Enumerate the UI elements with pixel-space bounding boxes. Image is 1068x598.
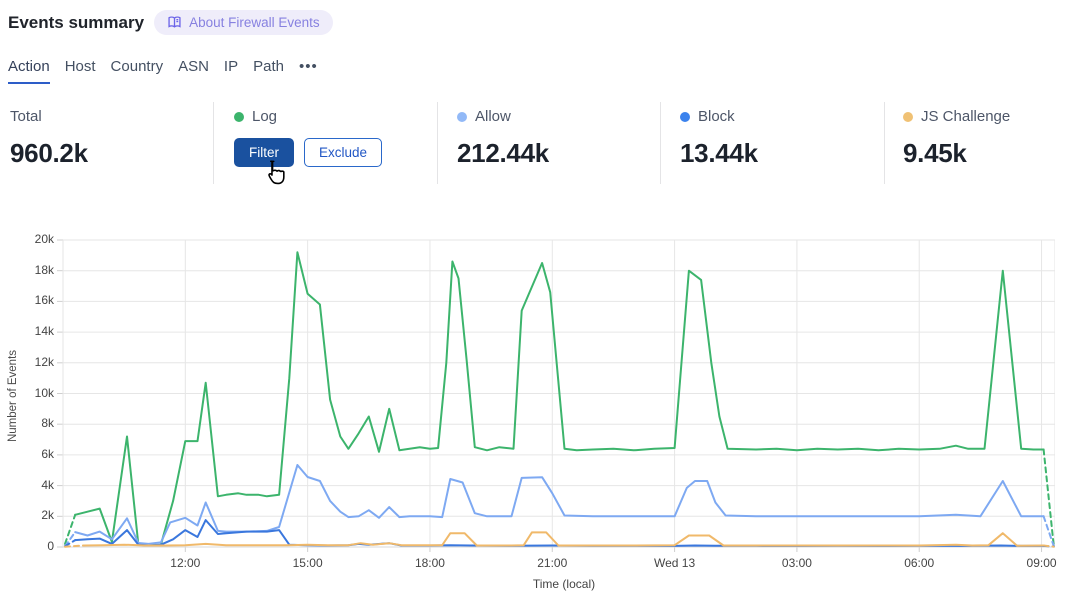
allow-label: Allow — [475, 108, 511, 125]
tab-path[interactable]: Path — [253, 58, 284, 75]
stat-card-js-challenge: JS Challenge 9.45k — [903, 108, 1010, 169]
total-label: Total — [10, 108, 42, 125]
y-tick-label: 18k — [34, 262, 54, 277]
x-tick-label: 09:00 — [1026, 556, 1057, 570]
y-tick-label: 10k — [34, 385, 54, 400]
log-dot — [234, 111, 244, 122]
y-tick-label: 16k — [34, 293, 54, 308]
allow-dot — [457, 111, 467, 122]
tab-asn[interactable]: ASN — [178, 58, 209, 75]
divider — [884, 102, 885, 184]
y-tick-label: 12k — [34, 354, 54, 369]
tabs-more-button[interactable]: ••• — [298, 58, 318, 75]
tab-action[interactable]: Action — [8, 58, 50, 84]
exclude-button[interactable]: Exclude — [304, 138, 383, 167]
tab-host[interactable]: Host — [64, 58, 96, 75]
x-tick-label: 15:00 — [292, 556, 323, 570]
y-tick-label: 0 — [47, 539, 54, 553]
header: Events summary About Firewall Events — [8, 10, 333, 35]
block-dot — [680, 111, 690, 122]
stat-card-total: Total 960.2k — [10, 108, 88, 169]
total-value: 960.2k — [10, 138, 88, 168]
divider — [660, 102, 661, 184]
about-firewall-events-badge[interactable]: About Firewall Events — [154, 10, 333, 35]
tab-ip[interactable]: IP — [223, 58, 239, 75]
x-tick-label: Wed 13 — [654, 556, 696, 570]
y-tick-label: 4k — [41, 477, 54, 492]
divider — [437, 102, 438, 184]
stats-row: Total 960.2k Log Filter Exclude Allow 21… — [0, 100, 1068, 186]
allow-value: 212.44k — [457, 138, 549, 168]
tab-country[interactable]: Country — [110, 58, 164, 75]
stat-card-block: Block 13.44k — [680, 108, 758, 169]
stat-card-log: Log Filter Exclude — [234, 108, 383, 167]
x-tick-label: 21:00 — [537, 556, 568, 570]
stat-card-allow: Allow 212.44k — [457, 108, 549, 169]
x-tick-label: 06:00 — [904, 556, 935, 570]
block-value: 13.44k — [680, 138, 758, 168]
js-challenge-dot — [903, 111, 913, 122]
filter-button[interactable]: Filter — [234, 138, 294, 167]
tab-bar: Action Host Country ASN IP Path ••• — [8, 58, 318, 84]
about-badge-label: About Firewall Events — [189, 15, 320, 30]
divider — [213, 102, 214, 184]
y-tick-label: 8k — [41, 416, 54, 431]
y-tick-label: 20k — [34, 232, 54, 246]
y-tick-label: 2k — [41, 508, 54, 523]
y-tick-label: 14k — [34, 324, 54, 339]
x-tick-label: 18:00 — [414, 556, 445, 570]
y-tick-label: 6k — [41, 446, 54, 461]
events-line-chart — [57, 239, 1055, 552]
x-axis-title: Time (local) — [532, 577, 596, 591]
js-challenge-label: JS Challenge — [921, 108, 1011, 125]
js-challenge-value: 9.45k — [903, 138, 967, 168]
book-icon — [167, 15, 182, 30]
page-title: Events summary — [8, 12, 145, 32]
x-tick-label: 12:00 — [170, 556, 201, 570]
x-tick-label: 03:00 — [781, 556, 812, 570]
log-label: Log — [252, 108, 278, 125]
mouse-cursor-icon — [263, 160, 285, 191]
block-label: Block — [698, 108, 735, 125]
